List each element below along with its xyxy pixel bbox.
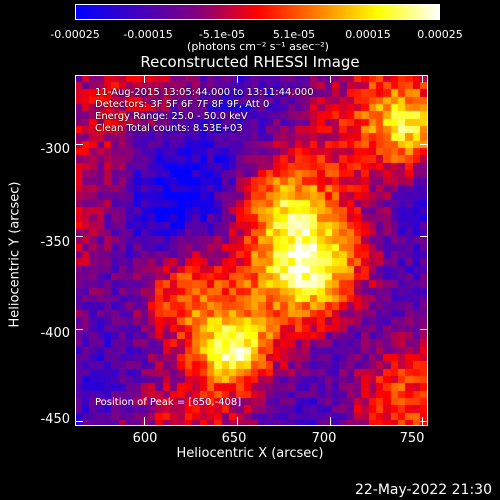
- heatmap-image: [75, 75, 428, 425]
- axis-left: [75, 75, 76, 426]
- x-tick-mark: [236, 75, 238, 83]
- y-tick-label: -400: [40, 326, 70, 341]
- y-axis-title: Heliocentric Y (arcsec): [7, 181, 23, 328]
- x-tick-mark: [143, 417, 145, 425]
- colorbar: [75, 4, 440, 20]
- axis-top: [75, 75, 428, 76]
- info-detectors: Detectors: 3F 5F 6F 7F 8F 9F, Att 0: [95, 99, 270, 110]
- x-tick-mark: [329, 75, 331, 83]
- x-tick-mark: [143, 75, 145, 83]
- y-tick-mark: [75, 236, 83, 238]
- colorbar-tick: 5.1e-05: [272, 28, 316, 41]
- y-tick-mark: [75, 143, 83, 145]
- y-tick-mark: [420, 328, 428, 330]
- x-tick-mark: [329, 417, 331, 425]
- y-tick-mark: [75, 421, 83, 423]
- colorbar-tick: -5.1e-05: [198, 28, 246, 41]
- colorbar-tick: -0.00015: [123, 28, 173, 41]
- colorbar-tick: -0.00025: [50, 28, 100, 41]
- x-axis-title: Heliocentric X (arcsec): [176, 446, 324, 461]
- colorbar-tick: 0.00025: [417, 28, 463, 41]
- x-tick-label: 650: [221, 431, 247, 446]
- y-tick-mark: [420, 143, 428, 145]
- x-tick-mark: [422, 417, 424, 425]
- peak-position-label: Position of Peak = [650,-408]: [95, 397, 242, 408]
- info-total-counts: Clean Total counts: 8.53E+03: [95, 123, 243, 134]
- y-tick-mark: [420, 236, 428, 238]
- y-tick-mark: [420, 421, 428, 423]
- axis-right: [427, 75, 428, 426]
- y-tick-label: -300: [40, 142, 70, 157]
- colorbar-tick: 0.00015: [345, 28, 391, 41]
- colorbar-unit: (photons cm⁻² s⁻¹ asec⁻²): [187, 40, 329, 53]
- x-tick-label: 750: [399, 431, 425, 446]
- x-tick-mark: [422, 75, 424, 83]
- x-tick-label: 700: [311, 431, 337, 446]
- axis-bottom: [75, 425, 428, 426]
- x-tick-label: 600: [132, 431, 158, 446]
- y-tick-label: -350: [40, 235, 70, 250]
- plot-date: 22-May-2022 21:30: [354, 482, 492, 498]
- y-tick-label: -450: [40, 412, 70, 427]
- info-energy-range: Energy Range: 25.0 - 50.0 keV: [95, 111, 248, 122]
- x-tick-mark: [236, 417, 238, 425]
- info-time-range: 11-Aug-2015 13:05:44.000 to 13:11:44.000: [95, 87, 314, 98]
- y-tick-mark: [75, 328, 83, 330]
- chart-title: Reconstructed RHESSI Image: [140, 53, 360, 71]
